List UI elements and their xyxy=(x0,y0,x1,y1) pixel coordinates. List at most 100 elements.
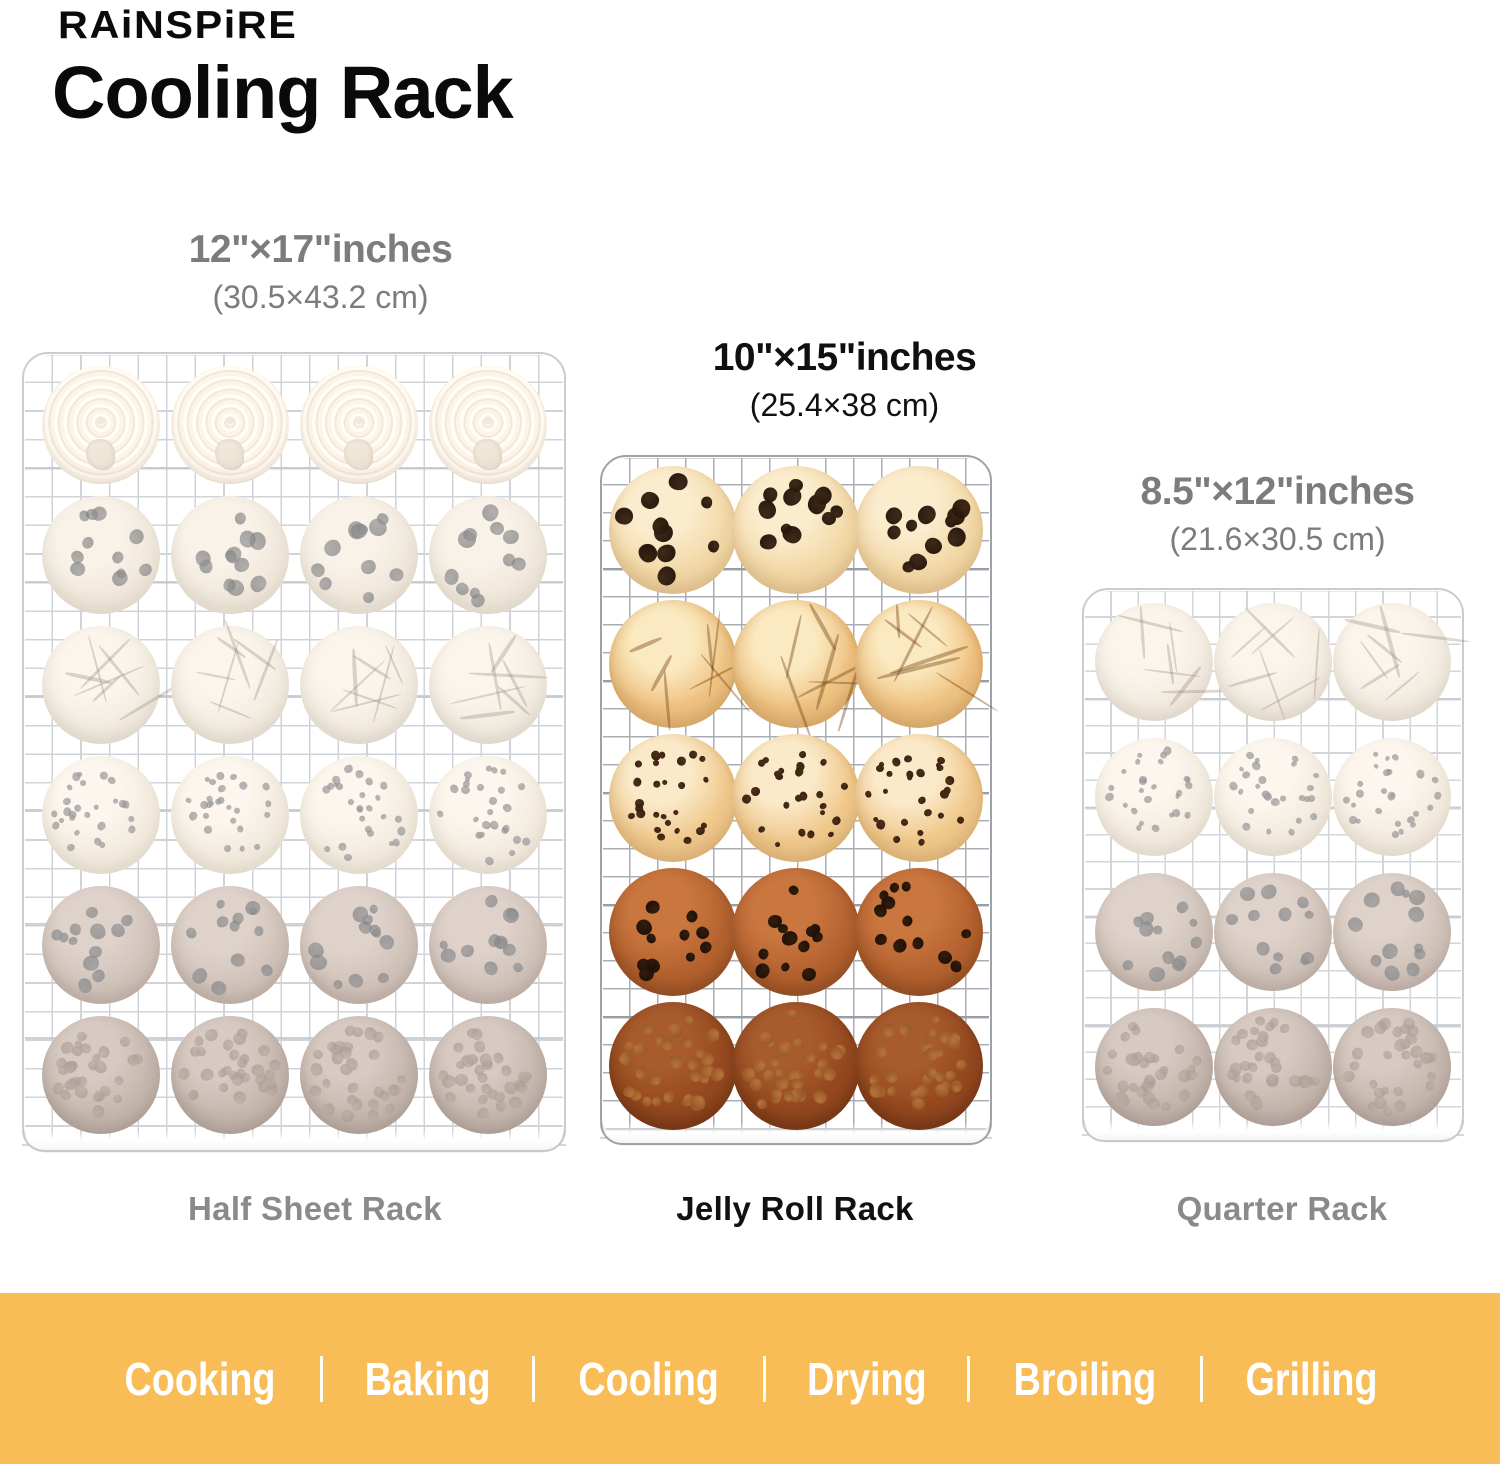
chocolate-chip xyxy=(785,1008,801,1023)
chocolate-chip xyxy=(951,498,971,519)
chocolate-chip xyxy=(818,757,828,767)
chocolate-chip xyxy=(1118,1030,1133,1044)
chocolate-chip xyxy=(230,953,246,968)
chocolate-chip xyxy=(192,1035,204,1047)
chocolate-chip xyxy=(1160,1102,1172,1112)
chocolate-chip xyxy=(1390,752,1401,762)
chocolate-chip xyxy=(758,532,778,551)
chocolate-chip xyxy=(337,842,347,852)
usage-bar: Cooking Baking Cooling Drying Broiling Grilli… xyxy=(0,1293,1500,1464)
chocolate-chip xyxy=(634,798,645,808)
chocolate-chip xyxy=(698,755,706,764)
chocolate-chip xyxy=(309,1084,322,1097)
chocolate-chip xyxy=(677,780,687,791)
chocolate-chip xyxy=(1355,817,1362,825)
chocolate-chip xyxy=(100,771,108,780)
chocolate-chip xyxy=(633,759,643,769)
chocolate-chip xyxy=(1237,787,1244,795)
chocolate-chip xyxy=(1225,914,1238,926)
chocolate-chip xyxy=(960,928,973,940)
chocolate-chip xyxy=(1369,953,1383,967)
chocolate-chip xyxy=(1287,828,1296,837)
chocolate-chip xyxy=(343,763,355,775)
chocolate-chip xyxy=(654,541,679,566)
chocolate-chip xyxy=(1175,899,1191,915)
chocolate-chip xyxy=(68,560,87,578)
usage-separator xyxy=(1200,1355,1203,1402)
chocolate-chip xyxy=(1107,784,1115,792)
chocolate-chip xyxy=(885,1084,899,1098)
chocolate-chip xyxy=(673,826,681,835)
chocolate-chip xyxy=(257,1043,272,1057)
chocolate-chip xyxy=(656,832,666,841)
chocolate-chip xyxy=(939,788,950,799)
chocolate-chip xyxy=(214,898,227,911)
chocolate-chip xyxy=(368,904,378,914)
chocolate-chip xyxy=(1103,791,1115,803)
chocolate-chip xyxy=(387,566,404,582)
cookie-double-chocolate-cookie xyxy=(1214,1007,1332,1126)
chocolate-chip xyxy=(459,942,476,958)
chocolate-chip xyxy=(482,892,501,911)
chocolate-chip xyxy=(635,807,647,819)
chocolate-chip xyxy=(916,795,928,806)
chocolate-chip xyxy=(1372,751,1378,758)
cookie-chocolate-chip-cookie xyxy=(854,466,983,594)
chocolate-chip xyxy=(1271,950,1285,963)
chocolate-chip xyxy=(1266,828,1273,835)
cookie-swirl-butter-cookie xyxy=(299,366,418,484)
chocolate-chip xyxy=(1129,806,1139,816)
chocolate-chip xyxy=(1270,797,1280,806)
chocolate-chip xyxy=(803,1051,816,1063)
chocolate-chip xyxy=(218,1081,231,1094)
chocolate-chip xyxy=(815,790,825,800)
chocolate-chip xyxy=(1247,806,1256,815)
chocolate-chip xyxy=(904,518,919,534)
cookie-crack xyxy=(1139,605,1147,659)
chocolate-chip xyxy=(234,512,247,526)
usage-list: Cooking Baking Cooling Drying Broiling Grilli… xyxy=(80,1352,1420,1406)
chocolate-chip xyxy=(58,817,64,823)
chocolate-chip xyxy=(652,810,661,819)
chocolate-chip xyxy=(508,849,517,858)
chocolate-chip xyxy=(474,1105,491,1121)
usage-separator xyxy=(762,1355,766,1402)
cookie-crack xyxy=(807,602,837,652)
chocolate-chip xyxy=(1404,960,1423,979)
chocolate-chip xyxy=(1173,1043,1186,1056)
chocolate-chip xyxy=(1308,811,1319,822)
chocolate-chip xyxy=(1433,791,1442,801)
chocolate-chip xyxy=(471,815,480,824)
chocolate-chip xyxy=(1135,758,1142,765)
chocolate-chip xyxy=(1240,821,1252,833)
rack-caption-quarter: Quarter Rack xyxy=(1176,1190,1388,1227)
chocolate-chip xyxy=(652,759,660,767)
chocolate-chip xyxy=(682,1014,695,1027)
rack-caption-jelly-roll: Jelly Roll Rack xyxy=(676,1190,914,1227)
cookie-cocoa-chip-cookie xyxy=(732,868,860,996)
chocolate-chip xyxy=(1356,780,1364,788)
cookie-double-chocolate-cookie xyxy=(609,1002,738,1130)
chocolate-chip xyxy=(787,884,801,897)
chocolate-chip xyxy=(1101,1063,1115,1077)
cookie-double-chocolate-cookie xyxy=(41,1016,160,1134)
chocolate-chip xyxy=(781,523,805,546)
chocolate-chip xyxy=(522,1071,532,1080)
cookie-chip-studded-cookie xyxy=(1333,737,1452,856)
chocolate-chip xyxy=(87,920,109,943)
chocolate-chip xyxy=(882,504,906,528)
chocolate-chip xyxy=(1380,1048,1394,1061)
chocolate-chip xyxy=(955,1059,968,1071)
chocolate-chip xyxy=(884,770,893,779)
chocolate-chip xyxy=(188,809,200,822)
chocolate-chip xyxy=(1355,789,1366,800)
chocolate-chip xyxy=(891,756,903,768)
cookie-crack xyxy=(352,654,392,681)
chocolate-chip xyxy=(76,771,83,777)
chocolate-chip xyxy=(76,976,94,996)
cookie-crack xyxy=(1344,617,1401,634)
cookie-grid-jelly-roll xyxy=(600,455,999,1145)
chocolate-chip xyxy=(136,561,154,579)
chocolate-chip xyxy=(864,789,873,798)
chocolate-chip xyxy=(891,834,902,845)
